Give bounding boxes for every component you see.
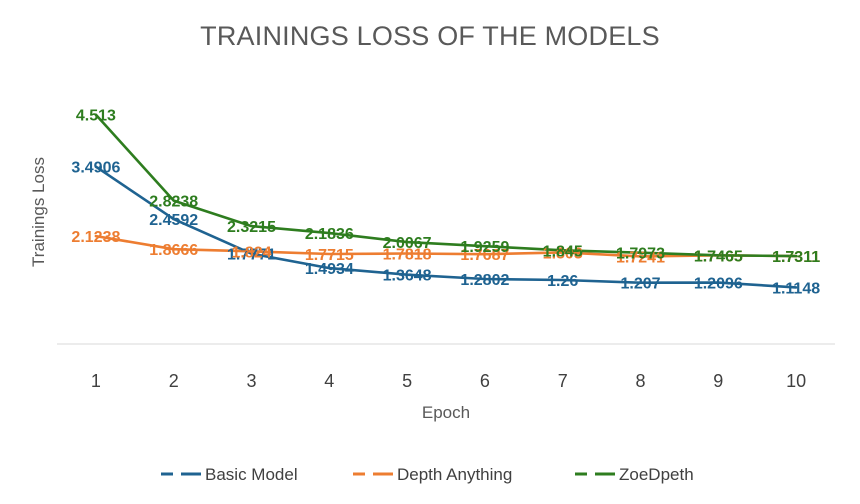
data-label: 2.0067	[383, 235, 432, 252]
legend-label: Depth Anything	[397, 465, 512, 484]
data-label: 1.4934	[305, 261, 354, 278]
x-tick-label: 9	[713, 371, 723, 391]
data-label: 2.3215	[227, 219, 276, 236]
data-label: 1.803	[543, 245, 583, 262]
data-label: 3.4906	[71, 160, 120, 177]
data-label: 1.2096	[694, 276, 743, 293]
data-label: 1.7687	[460, 247, 509, 264]
data-label: 1.7465	[694, 248, 743, 265]
data-label: 1.7818	[383, 246, 432, 263]
data-label: 4.513	[76, 108, 116, 125]
series-line	[94, 113, 798, 258]
data-label: 1.7973	[616, 246, 665, 263]
data-label: 1.8666	[149, 242, 198, 259]
data-label: 1.1148	[772, 280, 820, 297]
data-label: 1.2802	[460, 272, 509, 289]
x-tick-label: 7	[558, 371, 568, 391]
data-label: 1.845	[543, 243, 583, 260]
data-label: 1.9259	[460, 239, 509, 256]
data-label: 1.7715	[305, 247, 354, 264]
data-label: 2.4592	[149, 212, 198, 229]
data-label: 1.824	[231, 244, 271, 261]
x-axis-title: Epoch	[422, 403, 470, 422]
data-label: 1.3648	[383, 268, 432, 285]
data-label: 1.207	[620, 276, 660, 293]
data-label: 2.1836	[305, 226, 354, 243]
series-line	[94, 165, 798, 289]
x-tick-label: 2	[169, 371, 179, 391]
x-tick-label: 8	[635, 371, 645, 391]
data-label: 1.26	[547, 273, 578, 290]
x-tick-label: 10	[786, 371, 806, 391]
data-label: 1.7311	[772, 249, 820, 266]
series-lines	[94, 113, 798, 289]
data-label: 1.7465	[694, 248, 743, 265]
y-axis-title: Trainings Loss	[29, 157, 48, 267]
data-label: 2.1238	[71, 229, 120, 246]
x-tick-label: 1	[91, 371, 101, 391]
x-tick-label: 5	[402, 371, 412, 391]
data-label: 1.7311	[772, 249, 820, 266]
x-tick-label: 3	[246, 371, 256, 391]
x-tick-label: 6	[480, 371, 490, 391]
data-labels: 3.4906 2.4592 1.7771 1.4934 1.3648 1.2802 1.26…	[71, 108, 820, 298]
legend-label: Basic Model	[205, 465, 298, 484]
series-line	[94, 234, 798, 258]
data-label: 1.7241	[616, 249, 665, 266]
legend-label: ZoeDpeth	[619, 465, 694, 484]
chart-title: TRAININGS LOSS OF THE MODELS	[200, 21, 660, 51]
data-label: 1.7771	[227, 247, 276, 264]
x-axis-ticks: 1 2 3 4 5 6 7 8 9 10	[91, 371, 806, 391]
x-tick-label: 4	[324, 371, 334, 391]
legend: Basic Model Depth Anything ZoeDpeth	[161, 465, 694, 484]
data-label: 2.8238	[149, 194, 198, 211]
